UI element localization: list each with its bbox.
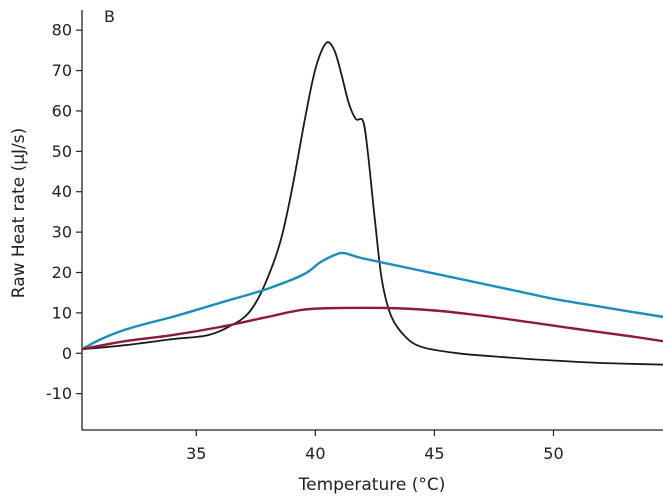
panel-label: B [104, 7, 115, 26]
y-tick-label: 10 [52, 303, 72, 322]
series-line-1 [81, 41, 663, 366]
series-layer [81, 41, 663, 366]
y-tick-label: 80 [52, 21, 72, 40]
x-tick-label: 50 [543, 444, 563, 463]
y-tick-label: 50 [52, 142, 72, 161]
x-tick-label: 40 [305, 444, 325, 463]
x-tick-label: 35 [186, 444, 206, 463]
y-axis-title: Raw Heat rate (µJ/s) [9, 128, 29, 299]
x-axis-title: Temperature (°C) [298, 475, 446, 495]
y-tick-label: 20 [52, 263, 72, 282]
y-tick-label: -10 [46, 384, 72, 403]
x-tick-label: 45 [424, 444, 444, 463]
y-axis-ticks: -10 0 10 20 30 40 50 60 70 80 [46, 21, 82, 403]
y-tick-label: 40 [52, 182, 72, 201]
y-tick-label: 60 [52, 101, 72, 120]
x-axis-ticks: 35 40 45 50 [186, 430, 564, 463]
series-line-3 [81, 306, 663, 351]
series-line-2 [81, 251, 663, 351]
y-tick-label: 70 [52, 61, 72, 80]
y-tick-label: 0 [62, 344, 72, 363]
y-tick-label: 30 [52, 223, 72, 242]
